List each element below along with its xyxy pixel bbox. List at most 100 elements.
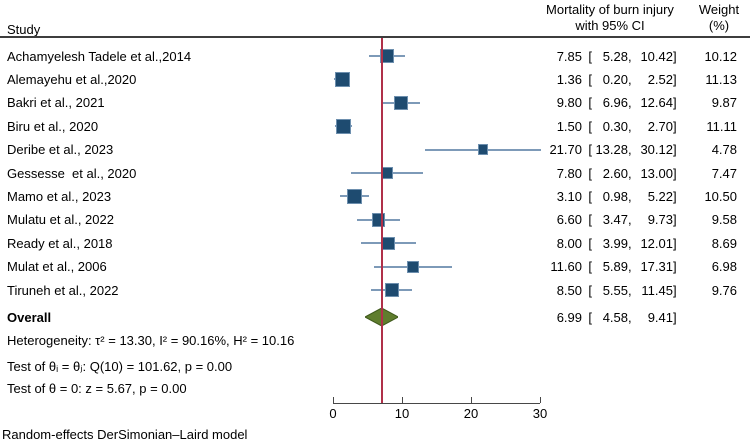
- reference-line: [381, 38, 383, 403]
- effect-square: [380, 166, 393, 180]
- header-divider: [0, 36, 750, 38]
- estimate-text: [: [588, 282, 592, 298]
- x-axis-line: [333, 403, 540, 405]
- estimate-text: 2.52: [647, 71, 673, 87]
- estimate-text: ,: [628, 188, 632, 204]
- estimate-text: 9.73: [647, 212, 673, 228]
- estimate-text: 5.22: [647, 188, 673, 204]
- weight-value: 10.12: [704, 48, 737, 64]
- estimate-text: 5.89: [602, 259, 628, 275]
- estimate-text: 12.64: [640, 95, 673, 111]
- estimate-ci-value: 8.50 [5.55, 11.45]: [542, 283, 679, 298]
- overall-label: Overall: [7, 309, 52, 325]
- estimate-text: 13.28: [595, 142, 628, 158]
- estimate-text: [: [588, 309, 592, 325]
- estimate-text: 5.55: [602, 282, 628, 298]
- estimate-ci-value: 11.60 [5.89, 17.31]: [542, 259, 679, 274]
- estimate-text: ]: [673, 259, 677, 275]
- estimate-text: ,: [628, 259, 632, 275]
- estimate-text: 11.45: [641, 282, 673, 298]
- heterogeneity-stats: Heterogeneity: τ² = 13.30, I² = 90.16%, …: [7, 333, 295, 348]
- overall-estimate-ci-value: 6.99 [4.58, 9.41]: [542, 310, 679, 325]
- x-axis-tick-label: 30: [532, 406, 548, 421]
- effect-column-header-line2: with 95% CI: [575, 18, 645, 33]
- weight-column-header-line1: Weight: [698, 2, 740, 17]
- study-label: Bakri et al., 2021: [7, 95, 105, 111]
- estimate-ci-value: 3.10 [0.98, 5.22]: [542, 189, 679, 204]
- effect-square: [393, 95, 408, 110]
- estimate-text: [: [588, 212, 592, 228]
- estimate-text: 7.80: [556, 165, 582, 181]
- estimate-ci-value: 1.50 [0.30, 2.70]: [542, 119, 679, 134]
- significance-test: Test of θ = 0: z = 5.67, p = 0.00: [7, 381, 187, 396]
- estimate-text: ]: [673, 165, 677, 181]
- estimate-text: ]: [673, 282, 677, 298]
- estimate-text: [: [588, 188, 592, 204]
- estimate-text: 5.28: [602, 48, 628, 64]
- study-label: Ready et al., 2018: [7, 235, 113, 251]
- effect-square: [477, 144, 488, 155]
- x-axis-tick-label: 0: [329, 406, 337, 421]
- estimate-text: 6.60: [556, 212, 582, 228]
- estimate-text: 30.12: [640, 142, 673, 158]
- estimate-text: ]: [673, 142, 677, 158]
- estimate-text: ,: [628, 165, 632, 181]
- study-label: Achamyelesh Tadele et al.,2014: [7, 48, 192, 64]
- estimate-ci-value: 6.60 [3.47, 9.73]: [542, 212, 679, 227]
- x-axis-tick: [540, 397, 542, 403]
- x-axis-tick: [471, 397, 473, 403]
- effect-square: [384, 282, 399, 297]
- estimate-ci-value: 8.00 [3.99, 12.01]: [542, 236, 679, 251]
- effect-square: [381, 236, 395, 250]
- study-label: Mulatu et al., 2022: [7, 212, 114, 228]
- study-label: Gessesse et al., 2020: [7, 165, 137, 181]
- estimate-text: ]: [673, 71, 677, 87]
- estimate-text: [: [588, 142, 592, 158]
- estimate-text: ]: [673, 235, 677, 251]
- estimate-text: [: [588, 235, 592, 251]
- estimate-text: ]: [673, 188, 677, 204]
- effect-square: [334, 71, 350, 87]
- weight-value: 11.13: [705, 71, 737, 87]
- weight-value: 10.50: [704, 188, 737, 204]
- weight-value: 9.87: [711, 95, 737, 111]
- estimate-text: 6.99: [556, 309, 582, 325]
- estimate-text: 3.47: [602, 212, 628, 228]
- model-note: Random-effects DerSimonian–Laird model: [2, 427, 248, 442]
- estimate-text: 6.96: [602, 95, 628, 111]
- estimate-text: ,: [628, 309, 632, 325]
- x-axis-tick: [333, 397, 335, 403]
- estimate-text: ]: [673, 118, 677, 134]
- estimate-text: 7.85: [556, 48, 582, 64]
- study-column-header: Study: [7, 22, 41, 37]
- x-axis-tick: [402, 397, 404, 403]
- estimate-text: ,: [628, 95, 632, 111]
- estimate-text: 8.00: [556, 235, 582, 251]
- estimate-text: ,: [628, 48, 632, 64]
- estimate-text: 10.42: [640, 48, 673, 64]
- estimate-ci-value: 21.70 [13.28, 30.12]: [542, 142, 679, 157]
- estimate-text: ]: [673, 212, 677, 228]
- estimate-text: 1.36: [556, 71, 582, 87]
- estimate-text: 9.80: [556, 95, 582, 111]
- estimate-text: [: [588, 259, 592, 275]
- estimate-text: ,: [628, 71, 632, 87]
- estimate-ci-value: 7.85 [5.28, 10.42]: [542, 49, 679, 64]
- estimate-text: 4.58: [602, 309, 628, 325]
- study-label: Mulat et al., 2006: [7, 259, 107, 275]
- estimate-text: ,: [628, 142, 632, 158]
- estimate-text: 1.50: [556, 118, 582, 134]
- weight-value: 8.69: [711, 235, 737, 251]
- estimate-text: 2.70: [647, 118, 673, 134]
- study-label: Biru et al., 2020: [7, 118, 99, 134]
- estimate-text: ]: [673, 309, 677, 325]
- estimate-text: ,: [628, 282, 632, 298]
- estimate-text: 13.00: [640, 165, 673, 181]
- homogeneity-test: Test of θᵢ = θⱼ: Q(10) = 101.62, p = 0.0…: [7, 359, 233, 374]
- weight-value: 9.58: [711, 212, 737, 228]
- estimate-text: 12.01: [640, 235, 673, 251]
- estimate-text: 11.60: [550, 259, 582, 275]
- estimate-text: 2.60: [602, 165, 628, 181]
- x-axis-tick-label: 10: [394, 406, 410, 421]
